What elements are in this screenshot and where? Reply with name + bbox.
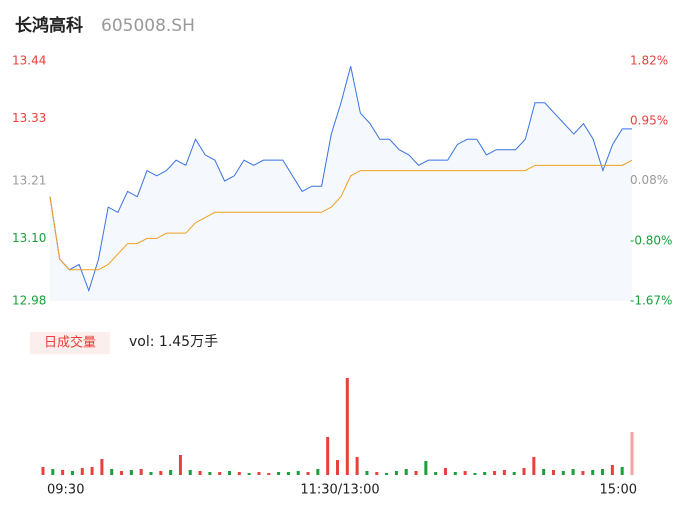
volume-bar <box>365 471 369 475</box>
volume-bar <box>218 472 222 475</box>
volume-summary: vol: 1.45万手 <box>129 334 218 350</box>
volume-bar <box>51 469 55 475</box>
volume-bar <box>100 459 104 475</box>
volume-bar <box>129 470 133 475</box>
volume-bar <box>532 457 536 475</box>
volume-bar <box>394 471 398 475</box>
volume-bar <box>267 473 271 475</box>
volume-bar <box>149 472 153 475</box>
volume-bar <box>188 470 192 475</box>
volume-bar <box>296 471 300 475</box>
volume-bar <box>306 472 310 475</box>
volume-bar <box>198 471 202 475</box>
x-tick-label: 09:30 <box>47 483 84 498</box>
volume-bar <box>601 469 605 475</box>
stock-code: 605008.SH <box>101 16 195 36</box>
volume-bar <box>277 472 281 475</box>
volume-bar <box>551 470 555 475</box>
y2-tick-label: 1.82% <box>630 54 668 68</box>
volume-bar <box>561 471 565 475</box>
volume-bar <box>169 470 173 475</box>
price-area <box>50 66 632 301</box>
volume-bar <box>620 467 624 475</box>
volume-bar <box>581 471 585 475</box>
volume-bar <box>228 471 232 475</box>
volume-bar <box>542 469 546 475</box>
y-tick-label: 13.44 <box>12 54 46 68</box>
volume-bar <box>90 467 94 475</box>
volume-bar <box>316 469 320 475</box>
volume-bar <box>286 472 290 475</box>
volume-bar <box>424 461 428 475</box>
y-tick-label: 13.21 <box>12 174 46 188</box>
volume-bar <box>434 472 438 475</box>
volume-bar <box>355 457 359 475</box>
volume-bar <box>139 469 143 475</box>
y-tick-label: 13.10 <box>12 231 46 245</box>
volume-bar <box>463 471 467 475</box>
volume-bar <box>178 455 182 475</box>
volume-bar <box>571 469 575 475</box>
volume-bar <box>159 471 163 475</box>
volume-bar <box>473 473 477 475</box>
y-tick-label: 13.33 <box>12 111 46 125</box>
volume-bar <box>70 471 74 475</box>
y-tick-label: 12.98 <box>12 294 46 308</box>
volume-bar <box>336 460 339 475</box>
volume-bar <box>257 472 261 475</box>
series-line <box>49 159 633 271</box>
y2-tick-label: 0.08% <box>630 173 668 187</box>
y2-tick-label: -1.67% <box>630 294 672 308</box>
volume-label-box <box>30 332 110 354</box>
volume-bar <box>483 472 487 475</box>
volume-bar <box>610 465 614 475</box>
volume-bar <box>512 472 516 475</box>
x-tick-label: 11:30/13:00 <box>300 483 379 498</box>
volume-bar <box>502 470 506 475</box>
volume-bar <box>61 470 65 475</box>
volume-bar <box>247 473 251 475</box>
volume-bar <box>522 468 526 475</box>
volume-bar <box>326 437 330 475</box>
volume-bar <box>493 471 497 475</box>
volume-bar <box>237 472 241 475</box>
volume-bar <box>630 432 634 475</box>
series-line <box>49 66 632 293</box>
volume-bar <box>120 471 124 475</box>
x-tick-label: 15:00 <box>600 483 637 498</box>
volume-label: 日成交量 <box>44 335 96 351</box>
y2-tick-label: -0.80% <box>630 234 672 248</box>
y2-tick-label: 0.95% <box>630 113 668 127</box>
volume-bar <box>345 378 349 475</box>
volume-bar <box>443 468 447 475</box>
volume-bar <box>80 468 84 475</box>
volume-bar <box>404 469 408 475</box>
volume-bar <box>375 472 379 475</box>
volume-bar <box>208 472 212 475</box>
stock-name: 长鸿高科 <box>15 15 83 36</box>
volume-bar <box>41 467 45 475</box>
volume-bar <box>110 469 114 475</box>
volume-bar <box>385 473 389 475</box>
volume-bar <box>414 471 418 475</box>
volume-bar <box>591 470 595 475</box>
volume-bar <box>453 472 457 475</box>
